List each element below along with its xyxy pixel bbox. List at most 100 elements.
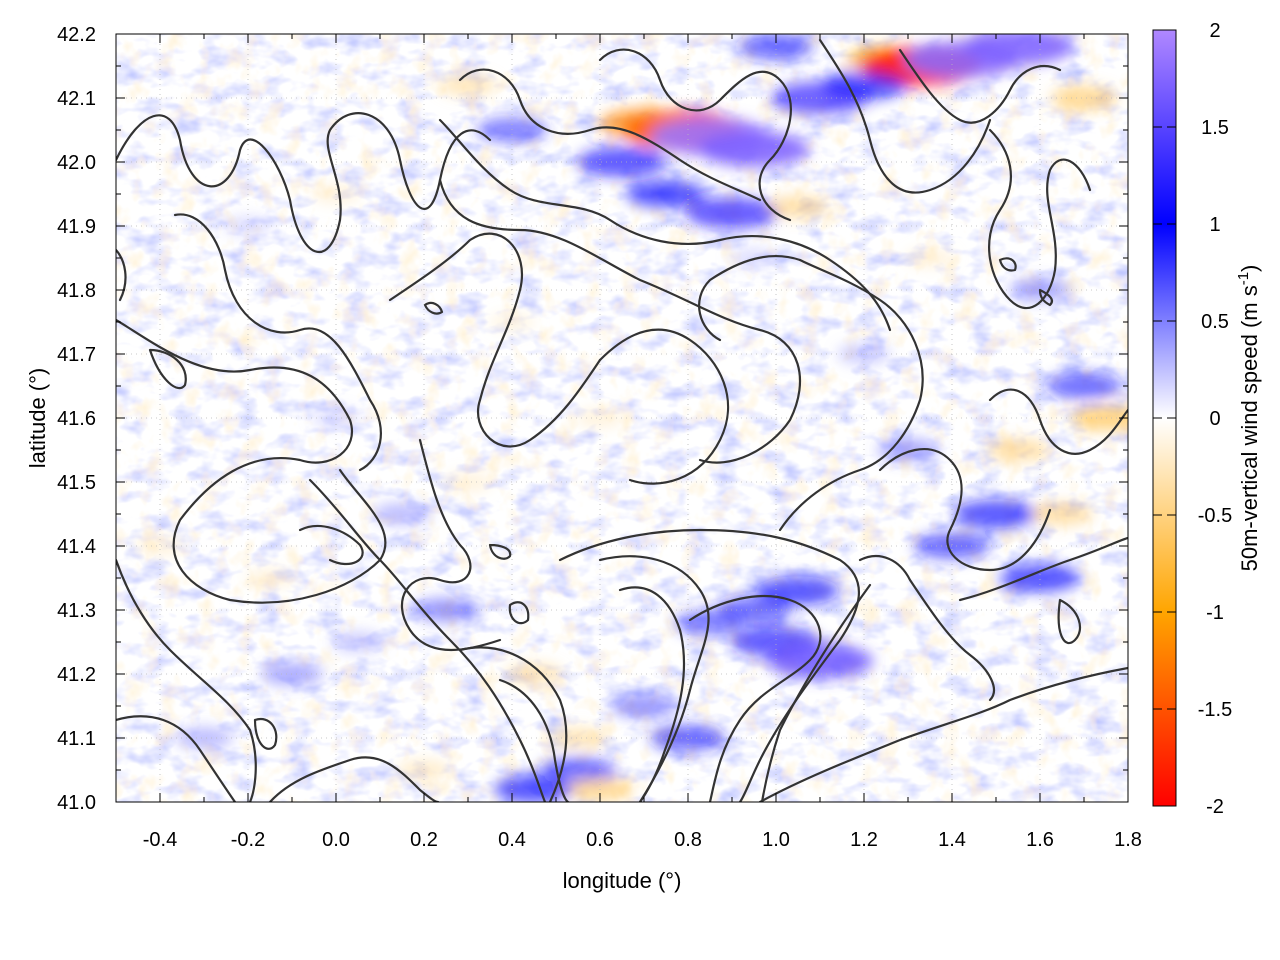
contour-line — [438, 178, 802, 464]
wind-field-cell — [626, 180, 706, 208]
contour-line — [308, 478, 547, 802]
colorbar-tick-label: -0.5 — [1198, 505, 1232, 527]
contour-line — [438, 118, 892, 332]
contour-line — [298, 525, 364, 566]
contour-line — [1057, 598, 1082, 645]
contour-line — [818, 38, 992, 194]
contour-line — [598, 328, 730, 485]
contour-line — [458, 68, 762, 202]
contour-line — [116, 112, 492, 254]
colorbar-title-close: ) — [1237, 265, 1262, 272]
x-tick-label: -0.4 — [143, 829, 177, 851]
wind-field-cell — [223, 216, 273, 236]
contour-line — [458, 646, 568, 802]
colorbar-tick-label: -1.5 — [1198, 699, 1232, 721]
plot-area — [116, 34, 1128, 802]
x-tick-label: 0.0 — [322, 829, 350, 851]
wind-field-cell — [610, 693, 678, 719]
contour-line — [688, 594, 822, 802]
wind-field-cell — [331, 631, 385, 653]
y-tick-label: 41.6 — [57, 408, 96, 430]
x-tick-label: 1.0 — [762, 829, 790, 851]
x-tick-label: 0.6 — [586, 829, 614, 851]
wind-field-cell — [135, 536, 185, 556]
contour-line — [760, 583, 872, 802]
wind-field-cell — [575, 408, 625, 428]
contour-line — [116, 558, 257, 802]
contour-line — [423, 301, 444, 315]
contour-line — [598, 555, 710, 802]
colorbar-tick-label: 0 — [1209, 408, 1220, 430]
contour-line — [116, 715, 237, 802]
contour-line — [268, 756, 440, 802]
y-tick-label: 41.7 — [57, 344, 96, 366]
y-tick-labels: 41.0 41.1 41.2 41.3 41.4 41.5 41.6 41.7 41.8 41.9… — [57, 24, 96, 814]
y-tick-label: 42.1 — [57, 88, 96, 110]
contour-line — [388, 232, 602, 448]
x-tick-label: 0.4 — [498, 829, 526, 851]
wind-field-cell — [698, 131, 810, 168]
x-tick-label: 1.8 — [1114, 829, 1142, 851]
contour-line — [558, 528, 861, 802]
wind-field-cell — [245, 568, 295, 588]
wind-field-cell — [876, 438, 940, 462]
y-tick-label: 41.8 — [57, 280, 96, 302]
wind-field-cell — [443, 472, 493, 492]
wind-field-cell — [549, 727, 607, 749]
wind-field-cell — [1046, 372, 1122, 400]
colorbar-tick-label: -1 — [1206, 602, 1224, 624]
contour-line — [988, 128, 1092, 310]
x-tick-label: 1.4 — [938, 829, 966, 851]
colorbar-tick-label: 1.5 — [1201, 117, 1229, 139]
contour-line — [858, 555, 996, 702]
wind-field-cell — [755, 576, 841, 606]
y-tick-label: 42.0 — [57, 152, 96, 174]
y-axis-title: latitude (°) — [25, 368, 50, 469]
contour-line — [1038, 288, 1054, 307]
colorbar-title: 50m-vertical wind speed (m s-1) — [1235, 265, 1262, 572]
y-tick-label: 41.3 — [57, 600, 96, 622]
contour-line — [988, 388, 1128, 455]
axis-ticks — [115, 33, 1129, 803]
wind-field-cell — [738, 34, 814, 61]
contour-line — [116, 318, 387, 604]
y-tick-label: 42.2 — [57, 24, 96, 46]
wind-field-cell — [953, 499, 1039, 529]
x-tick-label: -0.2 — [231, 829, 265, 851]
contour-line — [508, 601, 530, 625]
wind-field-cell — [175, 727, 233, 749]
wind-field-cell — [1050, 85, 1118, 111]
contour-line — [698, 255, 802, 342]
contour-line — [778, 258, 924, 532]
y-tick-label: 41.0 — [57, 792, 96, 814]
wind-field-cell — [685, 197, 779, 229]
contour-line — [148, 348, 187, 390]
x-tick-label: 1.2 — [850, 829, 878, 851]
wind-field-cell — [650, 724, 726, 752]
colorbar-title-main: 50m-vertical wind speed (m s — [1237, 285, 1262, 571]
colorbar: 2 1.5 1 0.5 0 -0.5 -1 -1.5 -2 50m-vertical wind … — [1152, 20, 1262, 818]
wind-field-cell — [1000, 564, 1080, 592]
colorbar-tick-label: 2 — [1209, 20, 1220, 42]
wind-field-cell — [766, 643, 874, 679]
wind-field-cell — [488, 312, 536, 332]
y-tick-label: 41.5 — [57, 472, 96, 494]
terrain-contours — [116, 38, 1128, 802]
colorbar-ticks — [1153, 29, 1176, 807]
y-tick-label: 41.9 — [57, 216, 96, 238]
y-tick-label: 41.2 — [57, 664, 96, 686]
wind-field-cell — [905, 248, 955, 268]
wind-field-cell — [439, 74, 497, 97]
contour-line — [958, 536, 1128, 602]
y-tick-label: 41.4 — [57, 536, 96, 558]
x-tick-labels: -0.4 -0.2 0.0 0.2 0.4 0.6 0.8 1.0 1.2 1.4 1.6 1.8 — [143, 829, 1142, 851]
wind-field-cell — [505, 663, 563, 685]
y-tick-label: 41.1 — [57, 728, 96, 750]
contour-line — [998, 257, 1017, 272]
colorbar-tick-label: -2 — [1206, 796, 1224, 818]
contour-line — [400, 438, 502, 651]
x-tick-label: 1.6 — [1026, 829, 1054, 851]
contour-line — [618, 586, 686, 802]
wind-field-cell — [962, 34, 1074, 65]
wind-field-cell — [986, 438, 1050, 462]
